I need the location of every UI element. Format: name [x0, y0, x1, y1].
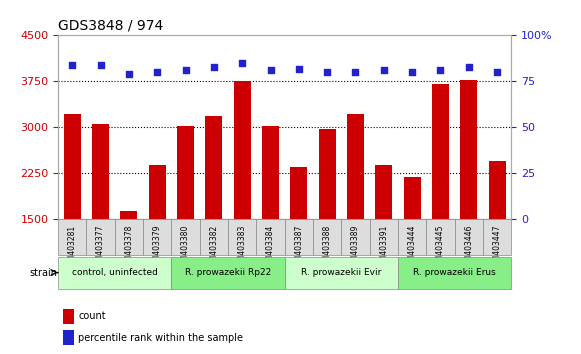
Bar — [404, 177, 421, 312]
FancyBboxPatch shape — [285, 257, 398, 289]
Text: GSM403384: GSM403384 — [266, 225, 275, 271]
Text: control, uninfected: control, uninfected — [72, 268, 157, 277]
Bar — [206, 116, 223, 312]
Text: percentile rank within the sample: percentile rank within the sample — [78, 332, 243, 343]
FancyBboxPatch shape — [313, 219, 342, 255]
Text: GDS3848 / 974: GDS3848 / 974 — [58, 19, 163, 33]
Bar — [63, 309, 74, 324]
Text: count: count — [78, 311, 106, 321]
FancyBboxPatch shape — [398, 219, 426, 255]
Point — [153, 69, 162, 75]
Text: GSM403387: GSM403387 — [295, 225, 303, 271]
FancyBboxPatch shape — [200, 219, 228, 255]
Text: R. prowazekii Evir: R. prowazekii Evir — [301, 268, 382, 277]
Bar — [347, 114, 364, 312]
FancyBboxPatch shape — [143, 219, 171, 255]
Bar — [290, 167, 307, 312]
FancyBboxPatch shape — [285, 219, 313, 255]
Point — [181, 68, 190, 73]
Bar — [120, 211, 137, 312]
Text: strain: strain — [30, 268, 58, 278]
Bar — [177, 126, 194, 312]
FancyBboxPatch shape — [398, 257, 511, 289]
Point — [322, 69, 332, 75]
Text: GSM403382: GSM403382 — [209, 225, 218, 271]
Bar — [460, 80, 477, 312]
Text: GSM403377: GSM403377 — [96, 225, 105, 271]
Text: GSM403446: GSM403446 — [464, 225, 474, 271]
Point — [379, 68, 389, 73]
FancyBboxPatch shape — [228, 219, 256, 255]
Text: R. prowazekii Rp22: R. prowazekii Rp22 — [185, 268, 271, 277]
FancyBboxPatch shape — [58, 219, 87, 255]
FancyBboxPatch shape — [115, 219, 143, 255]
FancyBboxPatch shape — [171, 219, 200, 255]
Point — [238, 60, 247, 66]
Text: GSM403378: GSM403378 — [124, 225, 134, 271]
Bar — [489, 161, 505, 312]
Point — [294, 66, 303, 72]
FancyBboxPatch shape — [171, 257, 285, 289]
Text: GSM403383: GSM403383 — [238, 225, 247, 271]
Point — [96, 62, 105, 68]
Point — [436, 68, 445, 73]
FancyBboxPatch shape — [256, 219, 285, 255]
Bar — [64, 114, 81, 312]
Bar — [63, 330, 74, 345]
FancyBboxPatch shape — [426, 219, 455, 255]
Point — [124, 71, 134, 77]
FancyBboxPatch shape — [87, 219, 115, 255]
FancyBboxPatch shape — [342, 219, 370, 255]
Text: GSM403391: GSM403391 — [379, 225, 388, 271]
Point — [493, 69, 502, 75]
FancyBboxPatch shape — [483, 219, 511, 255]
Bar — [92, 124, 109, 312]
Point — [351, 69, 360, 75]
FancyBboxPatch shape — [58, 257, 171, 289]
Text: GSM403444: GSM403444 — [408, 225, 417, 271]
Text: GSM403379: GSM403379 — [153, 225, 162, 271]
FancyBboxPatch shape — [455, 219, 483, 255]
Text: R. prowazekii Erus: R. prowazekii Erus — [413, 268, 496, 277]
Bar — [149, 165, 166, 312]
Bar — [318, 129, 336, 312]
Point — [266, 68, 275, 73]
Text: GSM403380: GSM403380 — [181, 225, 190, 271]
Point — [209, 64, 218, 69]
Point — [407, 69, 417, 75]
Text: GSM403281: GSM403281 — [68, 225, 77, 271]
Bar — [432, 84, 449, 312]
FancyBboxPatch shape — [370, 219, 398, 255]
Text: GSM403447: GSM403447 — [493, 225, 501, 271]
Bar — [262, 126, 279, 312]
Text: GSM403445: GSM403445 — [436, 225, 445, 271]
Text: GSM403388: GSM403388 — [322, 225, 332, 271]
Bar — [375, 165, 392, 312]
Point — [464, 64, 474, 69]
Text: GSM403389: GSM403389 — [351, 225, 360, 271]
Bar — [234, 81, 251, 312]
Point — [67, 62, 77, 68]
